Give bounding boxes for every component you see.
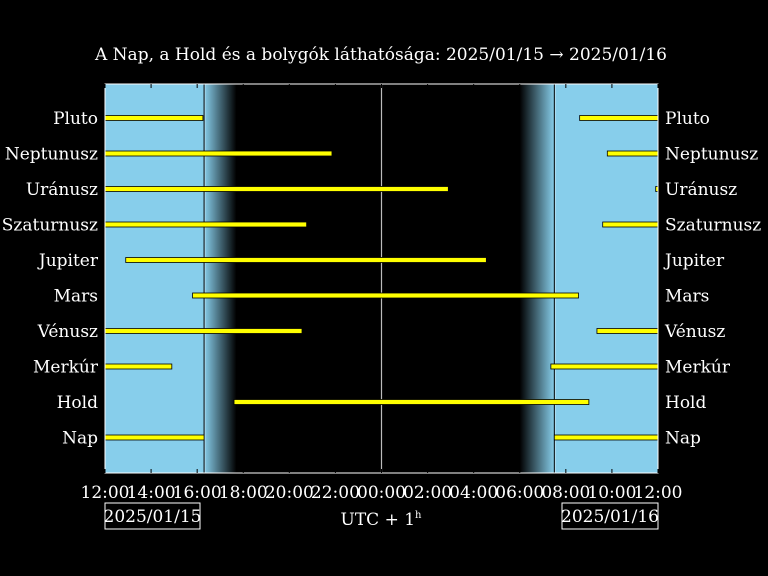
bar-Merkúr-1 <box>104 363 173 370</box>
bar-Neptunusz-2 <box>606 150 659 157</box>
plot-bars <box>104 115 659 441</box>
x-tick-label-10: 08:00 <box>541 483 590 503</box>
bar-Nap-1 <box>104 434 205 441</box>
date-box-right-frame <box>561 502 659 530</box>
x-tick-label-4: 20:00 <box>265 483 314 503</box>
right-label-Uránusz: Uránusz <box>665 180 737 200</box>
right-label-Jupiter: Jupiter <box>663 251 725 271</box>
date-left-label: 2025/01/15 <box>104 507 202 527</box>
left-label-Uránusz: Uránusz <box>26 180 98 200</box>
x-ticks <box>104 84 659 473</box>
right-label-Pluto: Pluto <box>665 109 710 129</box>
chart-title: A Nap, a Hold és a bolygók láthatósága: … <box>94 45 667 65</box>
date-box-left-frame <box>104 502 201 530</box>
right-label-Mars: Mars <box>665 287 709 307</box>
x-axis-label-main: UTC + 1 <box>341 510 416 530</box>
x-tick-label-6: 00:00 <box>357 483 406 503</box>
right-label-Hold: Hold <box>665 393 706 413</box>
plot-reference-lines <box>203 84 556 473</box>
x-tick-label-5: 22:00 <box>311 483 360 503</box>
left-label-Vénusz: Vénusz <box>37 322 98 342</box>
left-label-Jupiter: Jupiter <box>37 251 99 271</box>
bar-Uránusz-1 <box>104 186 449 192</box>
bar-Neptunusz-1 <box>104 150 333 157</box>
x-tick-label-1: 14:00 <box>127 483 176 503</box>
right-label-Merkúr: Merkúr <box>665 358 731 378</box>
day-region-right <box>554 84 658 473</box>
x-tick-label-3: 18:00 <box>219 483 268 503</box>
x-tick-label-11: 10:00 <box>587 483 636 503</box>
left-label-Hold: Hold <box>57 393 98 413</box>
x-tick-label-7: 02:00 <box>403 483 452 503</box>
bar-Jupiter-1 <box>125 257 487 263</box>
left-label-Nap: Nap <box>62 429 98 449</box>
x-tick-label-0: 12:00 <box>81 483 130 503</box>
right-category-labels: Pluto Neptunusz Uránusz Szaturnusz Jupiter Ma… <box>663 109 761 449</box>
right-label-Neptunusz: Neptunusz <box>665 145 758 165</box>
left-category-labels: Pluto Neptunusz Uránusz Szaturnusz Jupiter Ma… <box>2 109 99 449</box>
left-label-Mars: Mars <box>54 287 98 307</box>
bar-Mars-1 <box>192 292 579 299</box>
x-axis-label-superscript: h <box>415 510 422 521</box>
bar-Merkúr-2 <box>550 363 659 370</box>
x-tick-label-9: 06:00 <box>495 483 544 503</box>
right-label-Nap: Nap <box>665 429 701 449</box>
x-tick-label-2: 16:00 <box>173 483 222 503</box>
twilight-region-dusk <box>204 84 237 473</box>
bar-Vénusz-2 <box>596 328 659 334</box>
bar-Szaturnusz-2 <box>602 221 659 228</box>
left-label-Pluto: Pluto <box>53 109 98 129</box>
right-label-Vénusz: Vénusz <box>664 322 725 342</box>
right-label-Szaturnusz: Szaturnusz <box>665 216 761 236</box>
left-label-Neptunusz: Neptunusz <box>5 145 98 165</box>
date-right-label: 2025/01/16 <box>561 507 659 527</box>
night-region <box>236 84 520 473</box>
x-tick-label-8: 04:00 <box>449 483 498 503</box>
left-label-Merkúr: Merkúr <box>33 358 99 378</box>
bar-Szaturnusz-1 <box>104 221 308 228</box>
bar-Hold-1 <box>233 399 590 405</box>
x-tick-labels: 12:0014:0016:0018:0020:0022:0000:0002:00… <box>81 483 683 503</box>
date-box-left: 2025/01/15 <box>104 502 202 530</box>
bar-Pluto-1 <box>104 115 204 121</box>
twilight-region-dawn <box>519 84 555 473</box>
bar-Vénusz-1 <box>104 328 303 334</box>
bar-Nap-2 <box>553 434 659 441</box>
left-label-Szaturnusz: Szaturnusz <box>2 216 98 236</box>
date-box-right: 2025/01/16 <box>561 502 659 530</box>
x-tick-label-12: 12:00 <box>634 483 683 503</box>
day-region-left <box>105 84 205 473</box>
plot-background <box>105 84 658 473</box>
x-axis-label: UTC + 1h <box>341 510 423 530</box>
bar-Pluto-2 <box>579 115 659 121</box>
